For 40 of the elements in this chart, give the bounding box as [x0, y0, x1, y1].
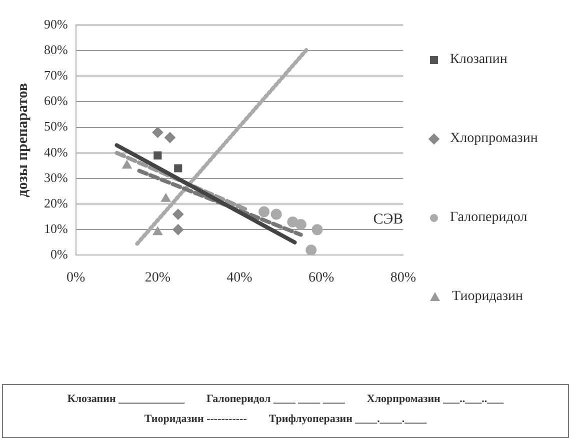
point — [258, 206, 270, 218]
legend-label: Клозапин — [450, 52, 508, 68]
text: Хлорпромазин ___..___..___ — [366, 393, 504, 405]
y-tick-label: 50% — [44, 118, 68, 134]
point — [295, 219, 306, 230]
point — [172, 208, 184, 220]
point — [174, 164, 182, 172]
point — [270, 208, 282, 220]
y-tick-label: 90% — [44, 16, 68, 32]
text: Клозапин ____________ — [67, 393, 185, 405]
text: Трифлуоперазин ____.____.____ — [268, 413, 427, 425]
point — [312, 224, 323, 236]
legend-label: Галоперидол — [450, 210, 528, 226]
y-tick-label: 20% — [44, 195, 68, 210]
point — [152, 126, 164, 138]
y-tick-label: 10% — [44, 221, 68, 236]
x-tick-label: 0% — [66, 270, 86, 286]
x-tick-label: 80% — [390, 270, 416, 286]
y-tick-label: 40% — [44, 144, 68, 160]
y-tick-label: 80% — [44, 42, 68, 57]
point — [164, 132, 176, 144]
point — [161, 193, 171, 202]
y-tick-label: 30% — [44, 170, 68, 185]
point — [306, 244, 317, 256]
x-tick-label: 20% — [144, 270, 171, 286]
y-axis-title: дозы препаратов — [14, 82, 31, 198]
point — [122, 160, 132, 169]
y-tick-label: 60% — [44, 93, 68, 108]
point — [152, 226, 162, 236]
text: Галоперидол ____ ____ ____ — [206, 393, 345, 405]
x-tick-label: 60% — [308, 270, 334, 286]
x-tick-label: 40% — [226, 270, 253, 286]
annotation: СЭВ — [373, 212, 404, 228]
point — [154, 151, 162, 160]
legend-label: Хлорпромазин — [450, 130, 538, 146]
y-tick-label: 70% — [44, 68, 68, 83]
text: Тиоридазин ----------- — [144, 413, 247, 425]
legend-label: Тиоридазин — [452, 288, 524, 304]
y-tick-label: 0% — [50, 246, 68, 262]
point — [172, 224, 184, 236]
